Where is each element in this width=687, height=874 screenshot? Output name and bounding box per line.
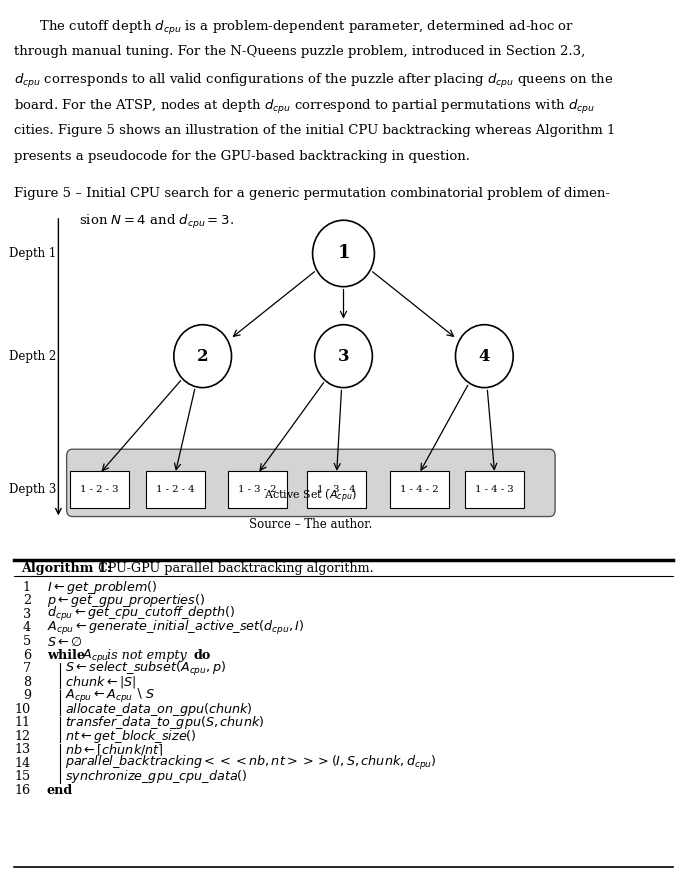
Text: 1 - 2 - 3: 1 - 2 - 3 xyxy=(80,485,119,494)
Text: $transfer\_data\_to\_gpu(S, chunk)$: $transfer\_data\_to\_gpu(S, chunk)$ xyxy=(65,714,264,732)
Text: 4: 4 xyxy=(23,621,31,635)
Text: 14: 14 xyxy=(15,757,31,770)
Text: 1 - 4 - 3: 1 - 4 - 3 xyxy=(475,485,514,494)
Text: 1 - 2 - 4: 1 - 2 - 4 xyxy=(156,485,194,494)
FancyBboxPatch shape xyxy=(70,471,129,508)
Text: 6: 6 xyxy=(23,649,31,662)
Text: $d_{cpu}$ corresponds to all valid configurations of the puzzle after placing $d: $d_{cpu}$ corresponds to all valid confi… xyxy=(14,72,613,90)
Text: 1 - 4 - 2: 1 - 4 - 2 xyxy=(400,485,438,494)
Text: 12: 12 xyxy=(15,730,31,743)
Text: $synchronize\_gpu\_cpu\_data()$: $synchronize\_gpu\_cpu\_data()$ xyxy=(65,768,248,786)
Text: do: do xyxy=(193,649,210,662)
FancyBboxPatch shape xyxy=(67,449,555,517)
Text: Depth 1: Depth 1 xyxy=(9,247,56,260)
Text: $nb \leftarrow \lceil chunk/nt \rceil$: $nb \leftarrow \lceil chunk/nt \rceil$ xyxy=(65,742,164,758)
Text: is not empty: is not empty xyxy=(107,649,187,662)
Text: 9: 9 xyxy=(23,690,31,702)
Text: 1 - 3 - 2: 1 - 3 - 2 xyxy=(238,485,277,494)
Text: through manual tuning. For the N-Queens puzzle problem, introduced in Section 2.: through manual tuning. For the N-Queens … xyxy=(14,45,585,59)
Text: 13: 13 xyxy=(15,744,31,756)
Text: $A_{cpu} \leftarrow A_{cpu} \setminus S$: $A_{cpu} \leftarrow A_{cpu} \setminus S$ xyxy=(65,687,155,704)
Text: 8: 8 xyxy=(23,676,31,689)
FancyBboxPatch shape xyxy=(146,471,205,508)
Text: $d_{cpu} \leftarrow get\_cpu\_cutoff\_depth()$: $d_{cpu} \leftarrow get\_cpu\_cutoff\_de… xyxy=(47,606,235,623)
Text: 1: 1 xyxy=(23,581,31,593)
Text: $A_{cpu} \leftarrow generate\_initial\_active\_set(d_{cpu}, I)$: $A_{cpu} \leftarrow generate\_initial\_a… xyxy=(47,619,304,637)
Text: Active Set ($A_{cpu}$): Active Set ($A_{cpu}$) xyxy=(264,488,357,505)
Text: cities. Figure 5 shows an illustration of the initial CPU backtracking whereas A: cities. Figure 5 shows an illustration o… xyxy=(14,124,615,137)
Text: Algorithm 1:: Algorithm 1: xyxy=(21,561,111,574)
FancyBboxPatch shape xyxy=(307,471,366,508)
Text: Depth 3: Depth 3 xyxy=(9,483,56,496)
Text: $I \leftarrow get\_problem()$: $I \leftarrow get\_problem()$ xyxy=(47,579,157,596)
Text: board. For the ATSP, nodes at depth $d_{cpu}$ correspond to partial permutations: board. For the ATSP, nodes at depth $d_{… xyxy=(14,98,595,116)
Text: sion $N = 4$ and $d_{cpu} = 3$.: sion $N = 4$ and $d_{cpu} = 3$. xyxy=(79,213,234,232)
Text: $A_{cpu}$: $A_{cpu}$ xyxy=(82,647,110,663)
Text: while: while xyxy=(47,649,85,662)
Text: 15: 15 xyxy=(14,771,31,783)
Text: 3: 3 xyxy=(23,608,31,621)
Text: 1: 1 xyxy=(337,245,350,262)
Text: $S \leftarrow select\_subset(A_{cpu}, p)$: $S \leftarrow select\_subset(A_{cpu}, p)… xyxy=(65,660,226,677)
Text: $chunk \leftarrow |S|$: $chunk \leftarrow |S|$ xyxy=(65,674,137,690)
Text: end: end xyxy=(47,784,73,797)
Ellipse shape xyxy=(315,325,372,388)
Text: 7: 7 xyxy=(23,662,31,675)
Text: $parallel\_backtracking <<< nb, nt >>> (I, S, chunk, d_{cpu})$: $parallel\_backtracking <<< nb, nt >>> (… xyxy=(65,754,437,773)
FancyBboxPatch shape xyxy=(390,471,449,508)
Text: 2: 2 xyxy=(197,348,208,364)
Text: 11: 11 xyxy=(15,717,31,729)
Text: 3: 3 xyxy=(338,348,349,364)
Text: CPU-GPU parallel backtracking algorithm.: CPU-GPU parallel backtracking algorithm. xyxy=(98,561,373,574)
Text: $nt \leftarrow get\_block\_size()$: $nt \leftarrow get\_block\_size()$ xyxy=(65,728,197,745)
FancyBboxPatch shape xyxy=(228,471,287,508)
Text: presents a pseudocode for the GPU-based backtracking in question.: presents a pseudocode for the GPU-based … xyxy=(14,150,470,163)
Text: 4: 4 xyxy=(479,348,490,364)
FancyBboxPatch shape xyxy=(465,471,524,508)
Ellipse shape xyxy=(174,325,232,388)
Text: $allocate\_data\_on\_gpu(chunk)$: $allocate\_data\_on\_gpu(chunk)$ xyxy=(65,701,253,718)
Ellipse shape xyxy=(313,220,374,287)
Text: $S \leftarrow \emptyset$: $S \leftarrow \emptyset$ xyxy=(47,635,82,649)
Text: 10: 10 xyxy=(15,703,31,716)
Text: $p \leftarrow get\_gpu\_properties()$: $p \leftarrow get\_gpu\_properties()$ xyxy=(47,593,205,609)
Ellipse shape xyxy=(455,325,513,388)
Text: The cutoff depth $d_{cpu}$ is a problem-dependent parameter, determined ad-hoc o: The cutoff depth $d_{cpu}$ is a problem-… xyxy=(14,19,574,38)
Text: 16: 16 xyxy=(15,784,31,797)
Text: Source – The author.: Source – The author. xyxy=(249,518,372,531)
Text: Depth 2: Depth 2 xyxy=(9,350,56,363)
Text: 1 - 3 - 4: 1 - 3 - 4 xyxy=(317,485,356,494)
Text: 2: 2 xyxy=(23,594,31,607)
Text: Figure 5 – Initial CPU search for a generic permutation combinatorial problem of: Figure 5 – Initial CPU search for a gene… xyxy=(14,187,610,200)
Text: 5: 5 xyxy=(23,635,31,648)
